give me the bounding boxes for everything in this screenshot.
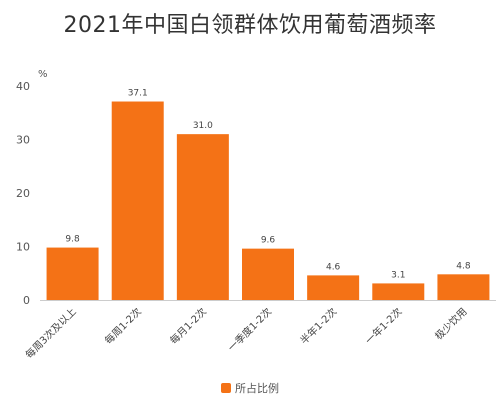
bar [437,274,490,300]
x-tick-label: 每周3次及以上 [23,305,79,361]
bar-value-label: 31.0 [193,121,213,131]
bar-value-label: 4.8 [456,261,471,271]
bar-value-label: 37.1 [128,89,148,99]
x-tick-label: 极少饮用 [432,305,469,342]
bar-value-label: 4.6 [326,262,341,272]
bar [176,134,229,300]
bar [242,248,294,300]
legend-label: 所占比例 [235,382,279,395]
x-tick-label: 一季度1-2次 [225,305,274,354]
bar [46,247,99,300]
legend[interactable]: 所占比例 [0,382,500,396]
bar [307,275,360,300]
bar [111,101,164,300]
x-tick-label: 一年1-2次 [362,305,404,347]
bar [372,283,425,300]
y-tick-label: 30 [16,134,30,147]
x-tick-label: 每月1-2次 [167,305,209,347]
bar-value-label: 9.8 [65,235,80,245]
x-tick-label: 半年1-2次 [297,305,339,347]
legend-swatch [221,383,231,393]
bar-value-label: 9.6 [261,236,276,246]
y-tick-label: 20 [16,187,30,200]
y-tick-label: 10 [16,241,30,254]
bar-value-label: 3.1 [391,270,405,280]
chart-title: 2021年中国白领群体饮用葡萄酒频率 [63,13,437,38]
y-unit-label: % [38,69,48,80]
y-tick-label: 40 [16,80,30,93]
y-tick-label: 0 [23,294,30,307]
x-tick-label: 每周1-2次 [102,305,144,347]
